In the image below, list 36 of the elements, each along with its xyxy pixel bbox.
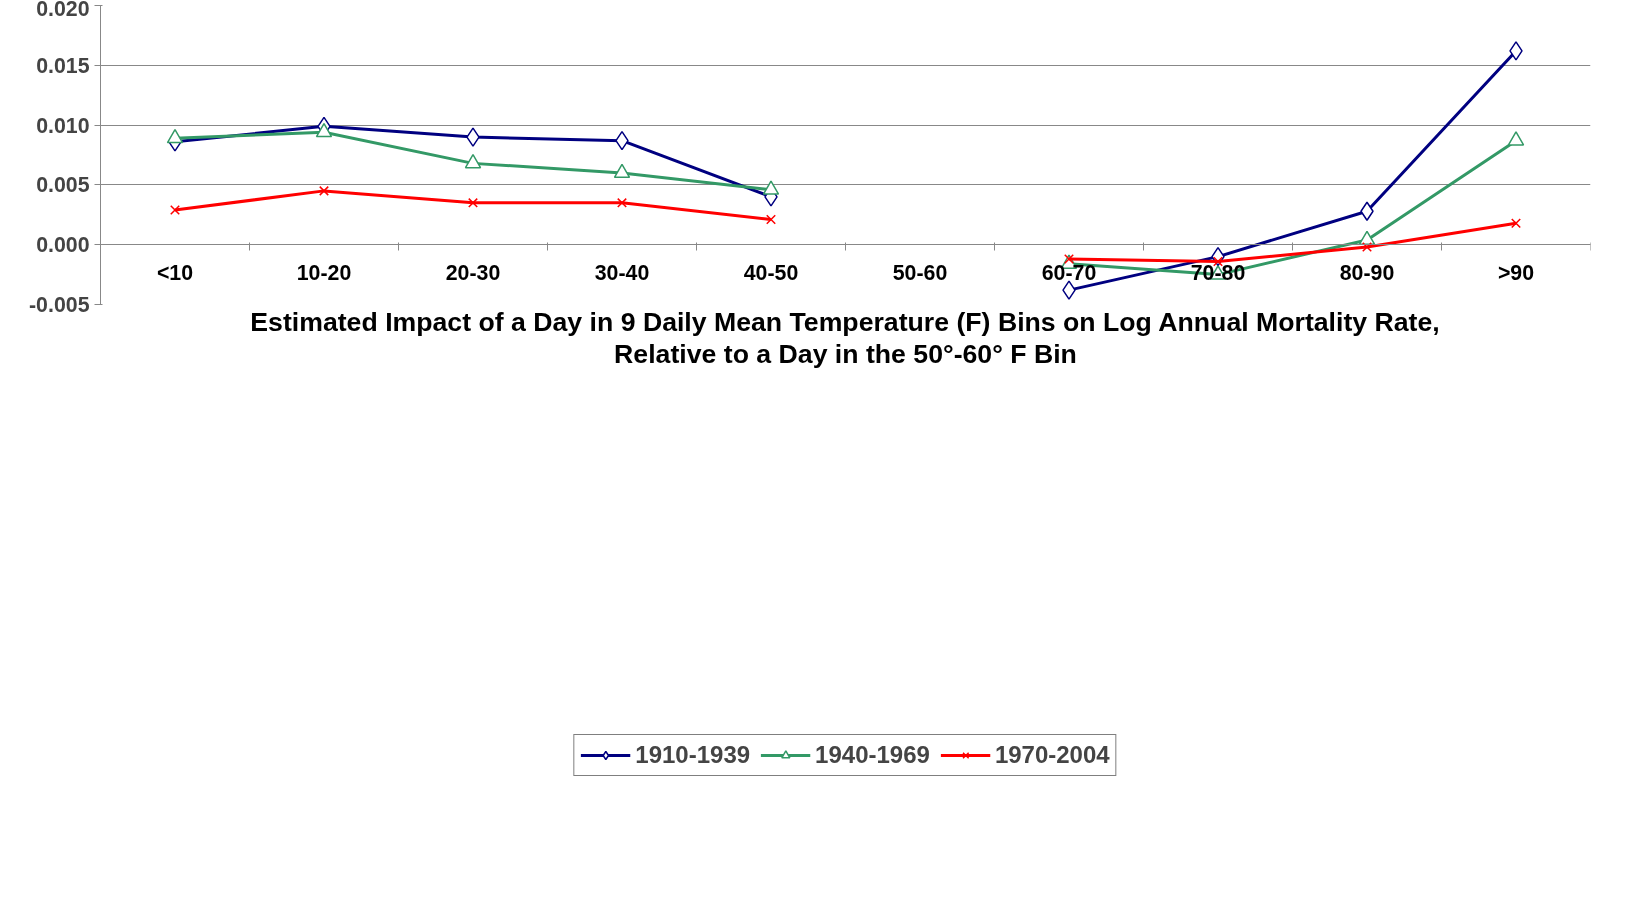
y-tick-label: 0.005 (36, 173, 90, 198)
legend-label: 1910-1939 (635, 740, 751, 769)
point (1511, 218, 1521, 229)
point (1509, 41, 1523, 61)
point (1360, 201, 1374, 221)
point (617, 197, 627, 208)
x-tick-label: 10-20 (296, 261, 352, 286)
x-tick-label: <10 (156, 260, 194, 285)
point (166, 128, 184, 144)
y-tick-label: 0.000 (36, 233, 90, 258)
point (762, 180, 780, 195)
x-tick-label: >90 (1497, 260, 1535, 285)
y-tick-label: 0.015 (36, 53, 90, 78)
y-tick-label: 0.020 (36, 0, 90, 21)
point (319, 185, 329, 196)
point (766, 214, 776, 225)
point (468, 197, 478, 208)
point (466, 127, 480, 147)
y-tick-label: -0.005 (29, 293, 90, 317)
point (1062, 280, 1076, 300)
y-tick-label: 0.010 (36, 113, 90, 138)
point (1362, 242, 1372, 253)
x-axis-title: Estimated Impact of a Day in 9 Daily Mean Temperature (F) Bins on Log Annual Mortality Rate, Relative to a Day in the 50°-60° F Bin (250, 306, 1440, 369)
legend-label: 1940-1969 (815, 740, 930, 769)
point (170, 205, 180, 216)
point (315, 122, 333, 138)
x-tick-label: 20-30 (445, 261, 501, 286)
x-tick-label: 30-40 (594, 261, 650, 286)
legend-label: 1970-2004 (994, 740, 1110, 769)
point (464, 153, 482, 169)
point (1507, 131, 1525, 146)
x-tick-label: 40-50 (743, 261, 799, 286)
x-tick-label: 50-60 (892, 261, 948, 286)
x-tick-label: 80-90 (1339, 261, 1395, 286)
point (613, 163, 631, 179)
x-tick-label: 60-70 (1041, 261, 1097, 286)
